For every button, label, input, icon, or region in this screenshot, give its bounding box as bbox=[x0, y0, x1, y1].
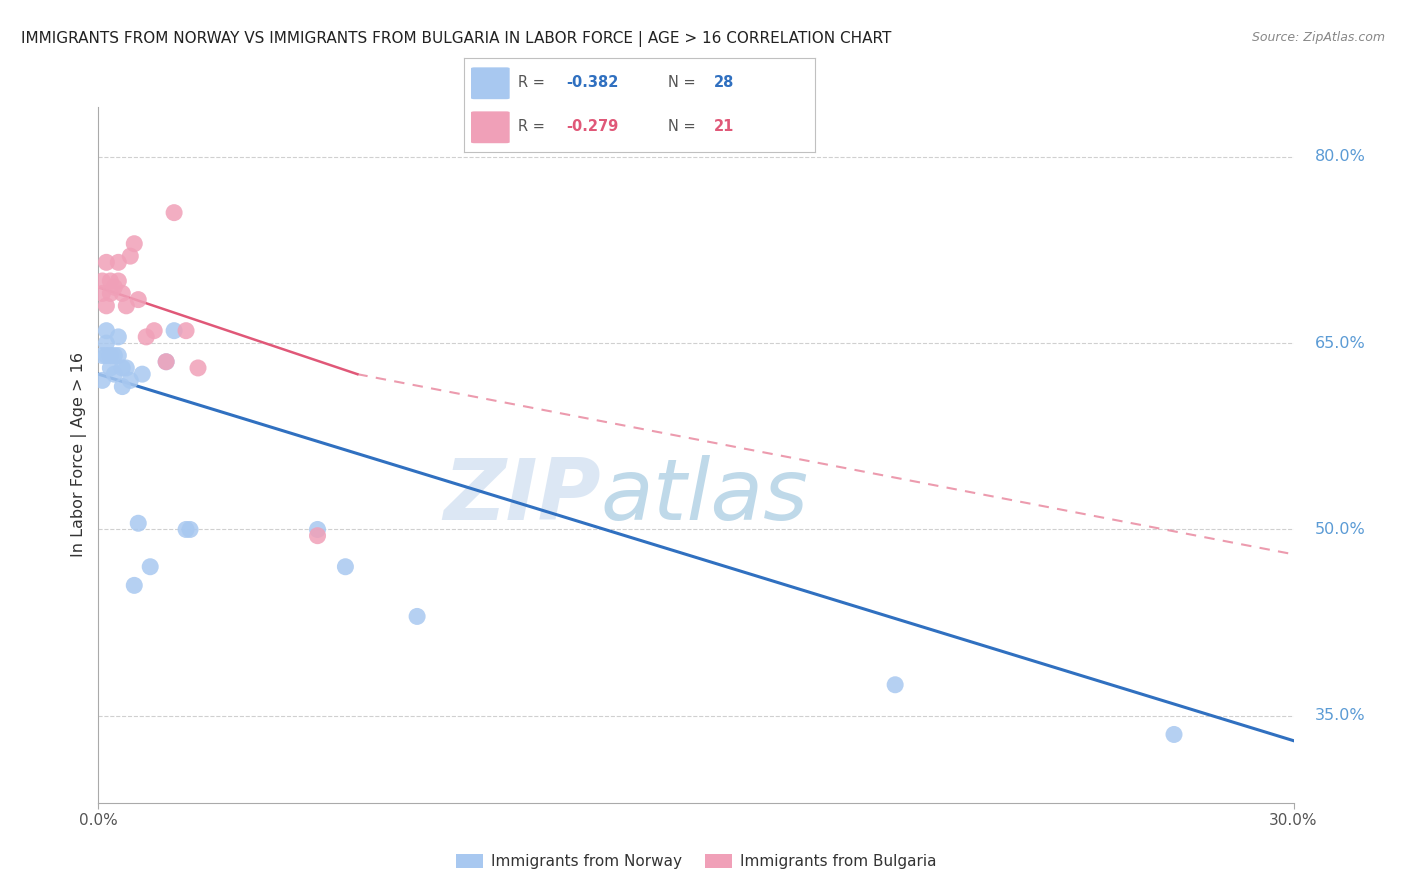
Text: Source: ZipAtlas.com: Source: ZipAtlas.com bbox=[1251, 31, 1385, 45]
Point bbox=[884, 678, 907, 692]
Point bbox=[107, 330, 129, 344]
Point bbox=[107, 255, 129, 269]
Text: 35.0%: 35.0% bbox=[1315, 708, 1365, 723]
FancyBboxPatch shape bbox=[471, 112, 510, 144]
Text: 80.0%: 80.0% bbox=[1315, 149, 1365, 164]
Text: N =: N = bbox=[668, 75, 696, 90]
Point bbox=[111, 379, 134, 393]
Text: IMMIGRANTS FROM NORWAY VS IMMIGRANTS FROM BULGARIA IN LABOR FORCE | AGE > 16 COR: IMMIGRANTS FROM NORWAY VS IMMIGRANTS FRO… bbox=[21, 31, 891, 47]
Point bbox=[127, 293, 149, 307]
Legend: Immigrants from Norway, Immigrants from Bulgaria: Immigrants from Norway, Immigrants from … bbox=[450, 848, 942, 875]
Point bbox=[111, 286, 134, 301]
Point bbox=[103, 349, 125, 363]
Y-axis label: In Labor Force | Age > 16: In Labor Force | Age > 16 bbox=[72, 352, 87, 558]
FancyBboxPatch shape bbox=[471, 68, 510, 99]
Point bbox=[91, 349, 114, 363]
Point bbox=[307, 523, 329, 537]
Point bbox=[179, 523, 201, 537]
Point bbox=[155, 355, 177, 369]
Text: 65.0%: 65.0% bbox=[1315, 335, 1365, 351]
Point bbox=[307, 529, 329, 543]
Point bbox=[127, 516, 149, 531]
Point bbox=[187, 360, 209, 375]
Point bbox=[143, 324, 166, 338]
Point bbox=[98, 274, 122, 288]
Point bbox=[406, 609, 429, 624]
Point bbox=[98, 349, 122, 363]
Text: 21: 21 bbox=[714, 120, 734, 135]
Point bbox=[91, 286, 114, 301]
Point bbox=[96, 255, 118, 269]
Point bbox=[107, 349, 129, 363]
Point bbox=[120, 249, 142, 263]
Point bbox=[98, 360, 122, 375]
Point bbox=[96, 324, 118, 338]
Text: ZIP: ZIP bbox=[443, 455, 600, 538]
Text: R =: R = bbox=[519, 120, 546, 135]
Point bbox=[120, 373, 142, 387]
Text: -0.382: -0.382 bbox=[567, 75, 619, 90]
Point bbox=[107, 274, 129, 288]
Point bbox=[124, 578, 146, 592]
Text: 28: 28 bbox=[714, 75, 734, 90]
Point bbox=[103, 280, 125, 294]
Point bbox=[111, 360, 134, 375]
Point bbox=[98, 286, 122, 301]
Point bbox=[135, 330, 157, 344]
Point bbox=[91, 373, 114, 387]
Point bbox=[96, 336, 118, 351]
Text: atlas: atlas bbox=[600, 455, 808, 538]
Point bbox=[163, 205, 186, 219]
Point bbox=[174, 324, 197, 338]
Point bbox=[103, 367, 125, 381]
Point bbox=[335, 559, 357, 574]
Point bbox=[174, 523, 197, 537]
Point bbox=[155, 355, 177, 369]
Point bbox=[1163, 727, 1185, 741]
Point bbox=[124, 236, 146, 251]
Point bbox=[96, 349, 118, 363]
Point bbox=[91, 274, 114, 288]
Point bbox=[96, 299, 118, 313]
Text: 50.0%: 50.0% bbox=[1315, 522, 1365, 537]
Point bbox=[115, 299, 138, 313]
Text: R =: R = bbox=[519, 75, 546, 90]
Text: -0.279: -0.279 bbox=[567, 120, 619, 135]
Point bbox=[139, 559, 162, 574]
Text: N =: N = bbox=[668, 120, 696, 135]
Point bbox=[115, 360, 138, 375]
Point bbox=[163, 324, 186, 338]
Point bbox=[131, 367, 153, 381]
